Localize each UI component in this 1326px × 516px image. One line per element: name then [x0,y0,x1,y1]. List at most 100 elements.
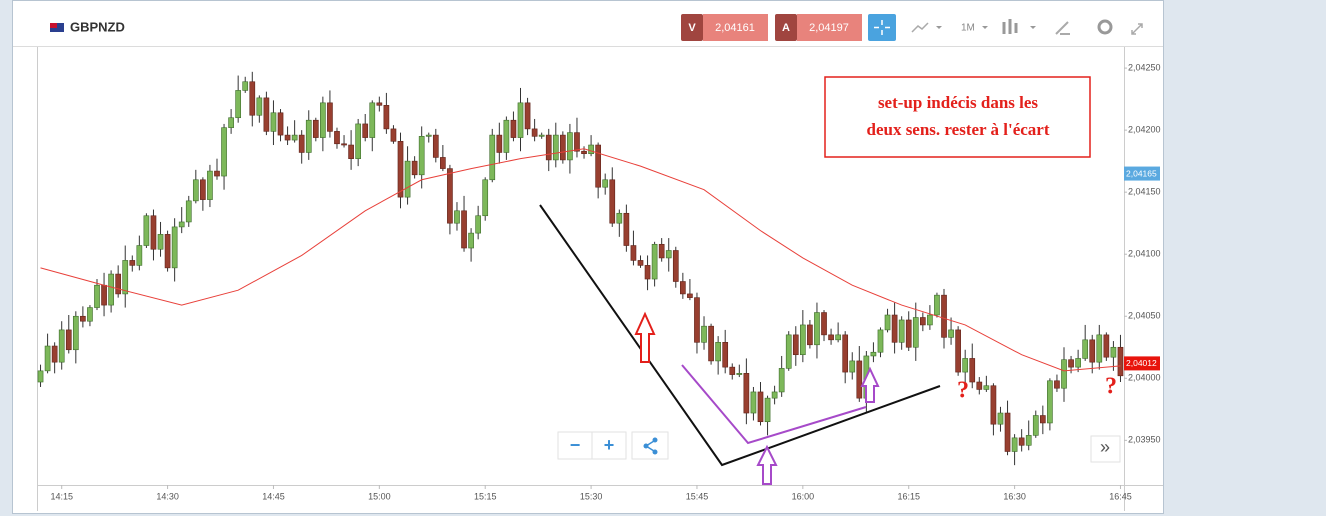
candle-body [228,117,234,128]
candle-body [729,366,736,375]
annotation: set-up indécis dans les [878,93,1038,112]
candle-body [842,334,849,373]
candle-body [708,325,714,362]
zoom-in-button[interactable] [591,431,627,460]
moving-average [40,148,1121,372]
share-icon [652,449,658,455]
candle-body [799,324,806,356]
candle-body [432,134,439,158]
x-tick-label: 15:15 [474,491,497,501]
y-tick-label: 2,04000 [1128,373,1161,383]
annotation: deux sens. rester à l'écart [866,120,1049,139]
candle-body [214,170,220,177]
candle-body [418,136,425,176]
candle-body [454,210,460,224]
price-tag-label: 2,04012 [1126,358,1157,368]
candle-body [1004,412,1011,452]
x-tick-label: 14:15 [50,491,73,501]
bid-label: V [688,22,696,34]
candle-body [651,243,658,280]
candle-body [312,119,319,138]
candle-body [270,112,277,132]
candle-body [680,281,686,295]
ask-button[interactable] [797,14,862,41]
bid-button[interactable] [681,14,703,41]
candle-body [277,112,284,136]
candle-body [355,123,362,159]
zoom-in-label: + [604,435,615,455]
candle-body [545,134,552,161]
y-tick-label: 2,04250 [1128,62,1161,72]
candle-body [1054,380,1060,389]
candle-body [969,358,976,383]
candle-body [764,397,771,423]
candle-body [51,345,58,363]
price-tag [1124,166,1160,181]
candle-body [877,329,884,353]
candle-body [404,160,411,198]
candle-body [1061,359,1067,389]
x-tick-label: 15:00 [368,491,391,501]
candle-body [757,391,764,423]
candle-body [164,234,171,269]
candle-body [235,90,242,119]
bid-button[interactable] [703,14,768,41]
candle-body [249,81,256,116]
candle-body [411,160,418,176]
crosshair-button[interactable] [868,14,896,41]
y-tick-label: 2,04200 [1128,125,1161,135]
candle-body [305,119,312,153]
candle-body [390,128,397,142]
candle-body [955,329,961,373]
candle-body [630,245,637,261]
candle-body [171,226,178,269]
fullscreen-button[interactable] [1131,23,1143,35]
candle-body [376,102,383,106]
candle-body [574,132,580,152]
settings-button[interactable] [1097,19,1113,35]
candle-body [849,360,856,373]
price-tag [1124,356,1160,371]
annotation: ? [1105,374,1117,400]
candle-body [72,315,79,351]
candle-body [80,315,86,322]
chart-type-button[interactable] [911,22,929,33]
candle-body [623,212,630,246]
candle-body [94,284,100,308]
candle-body [157,234,164,250]
share-button[interactable] [631,431,669,460]
candle-body [447,168,453,224]
arrow [634,311,656,363]
candle-body [665,250,672,259]
candle-body [200,179,206,200]
candle-body [891,314,898,343]
candle-body [178,221,185,228]
candle-body [609,179,616,224]
candle-body [672,250,679,282]
x-tick-label: 15:45 [686,491,709,501]
timeframe-button[interactable]: 1M [961,23,975,34]
draw-button[interactable] [1055,21,1070,35]
candle-body [912,317,919,348]
candle-body [531,128,538,137]
x-tick-label: 16:15 [897,491,920,501]
candle-body [327,102,333,132]
scroll-button[interactable] [1090,435,1121,463]
y-tick-label: 2,04100 [1128,249,1161,259]
candle-body [475,215,481,234]
candle-body [715,342,721,362]
indicators-button[interactable] [1002,19,1018,34]
ask-button[interactable] [775,14,797,41]
candle-body [997,412,1004,425]
candle-body [1096,334,1103,363]
candle-body [192,179,199,202]
x-tick-label: 16:45 [1109,491,1132,501]
zoom-out-button[interactable] [557,431,593,460]
candle-body [1068,359,1074,368]
candle-body [1075,358,1081,368]
x-tick-label: 16:30 [1003,491,1026,501]
annotation-box [824,76,1091,158]
ask-price: 2,04197 [809,22,849,34]
candle-body [948,329,954,338]
candle-body [348,144,354,159]
